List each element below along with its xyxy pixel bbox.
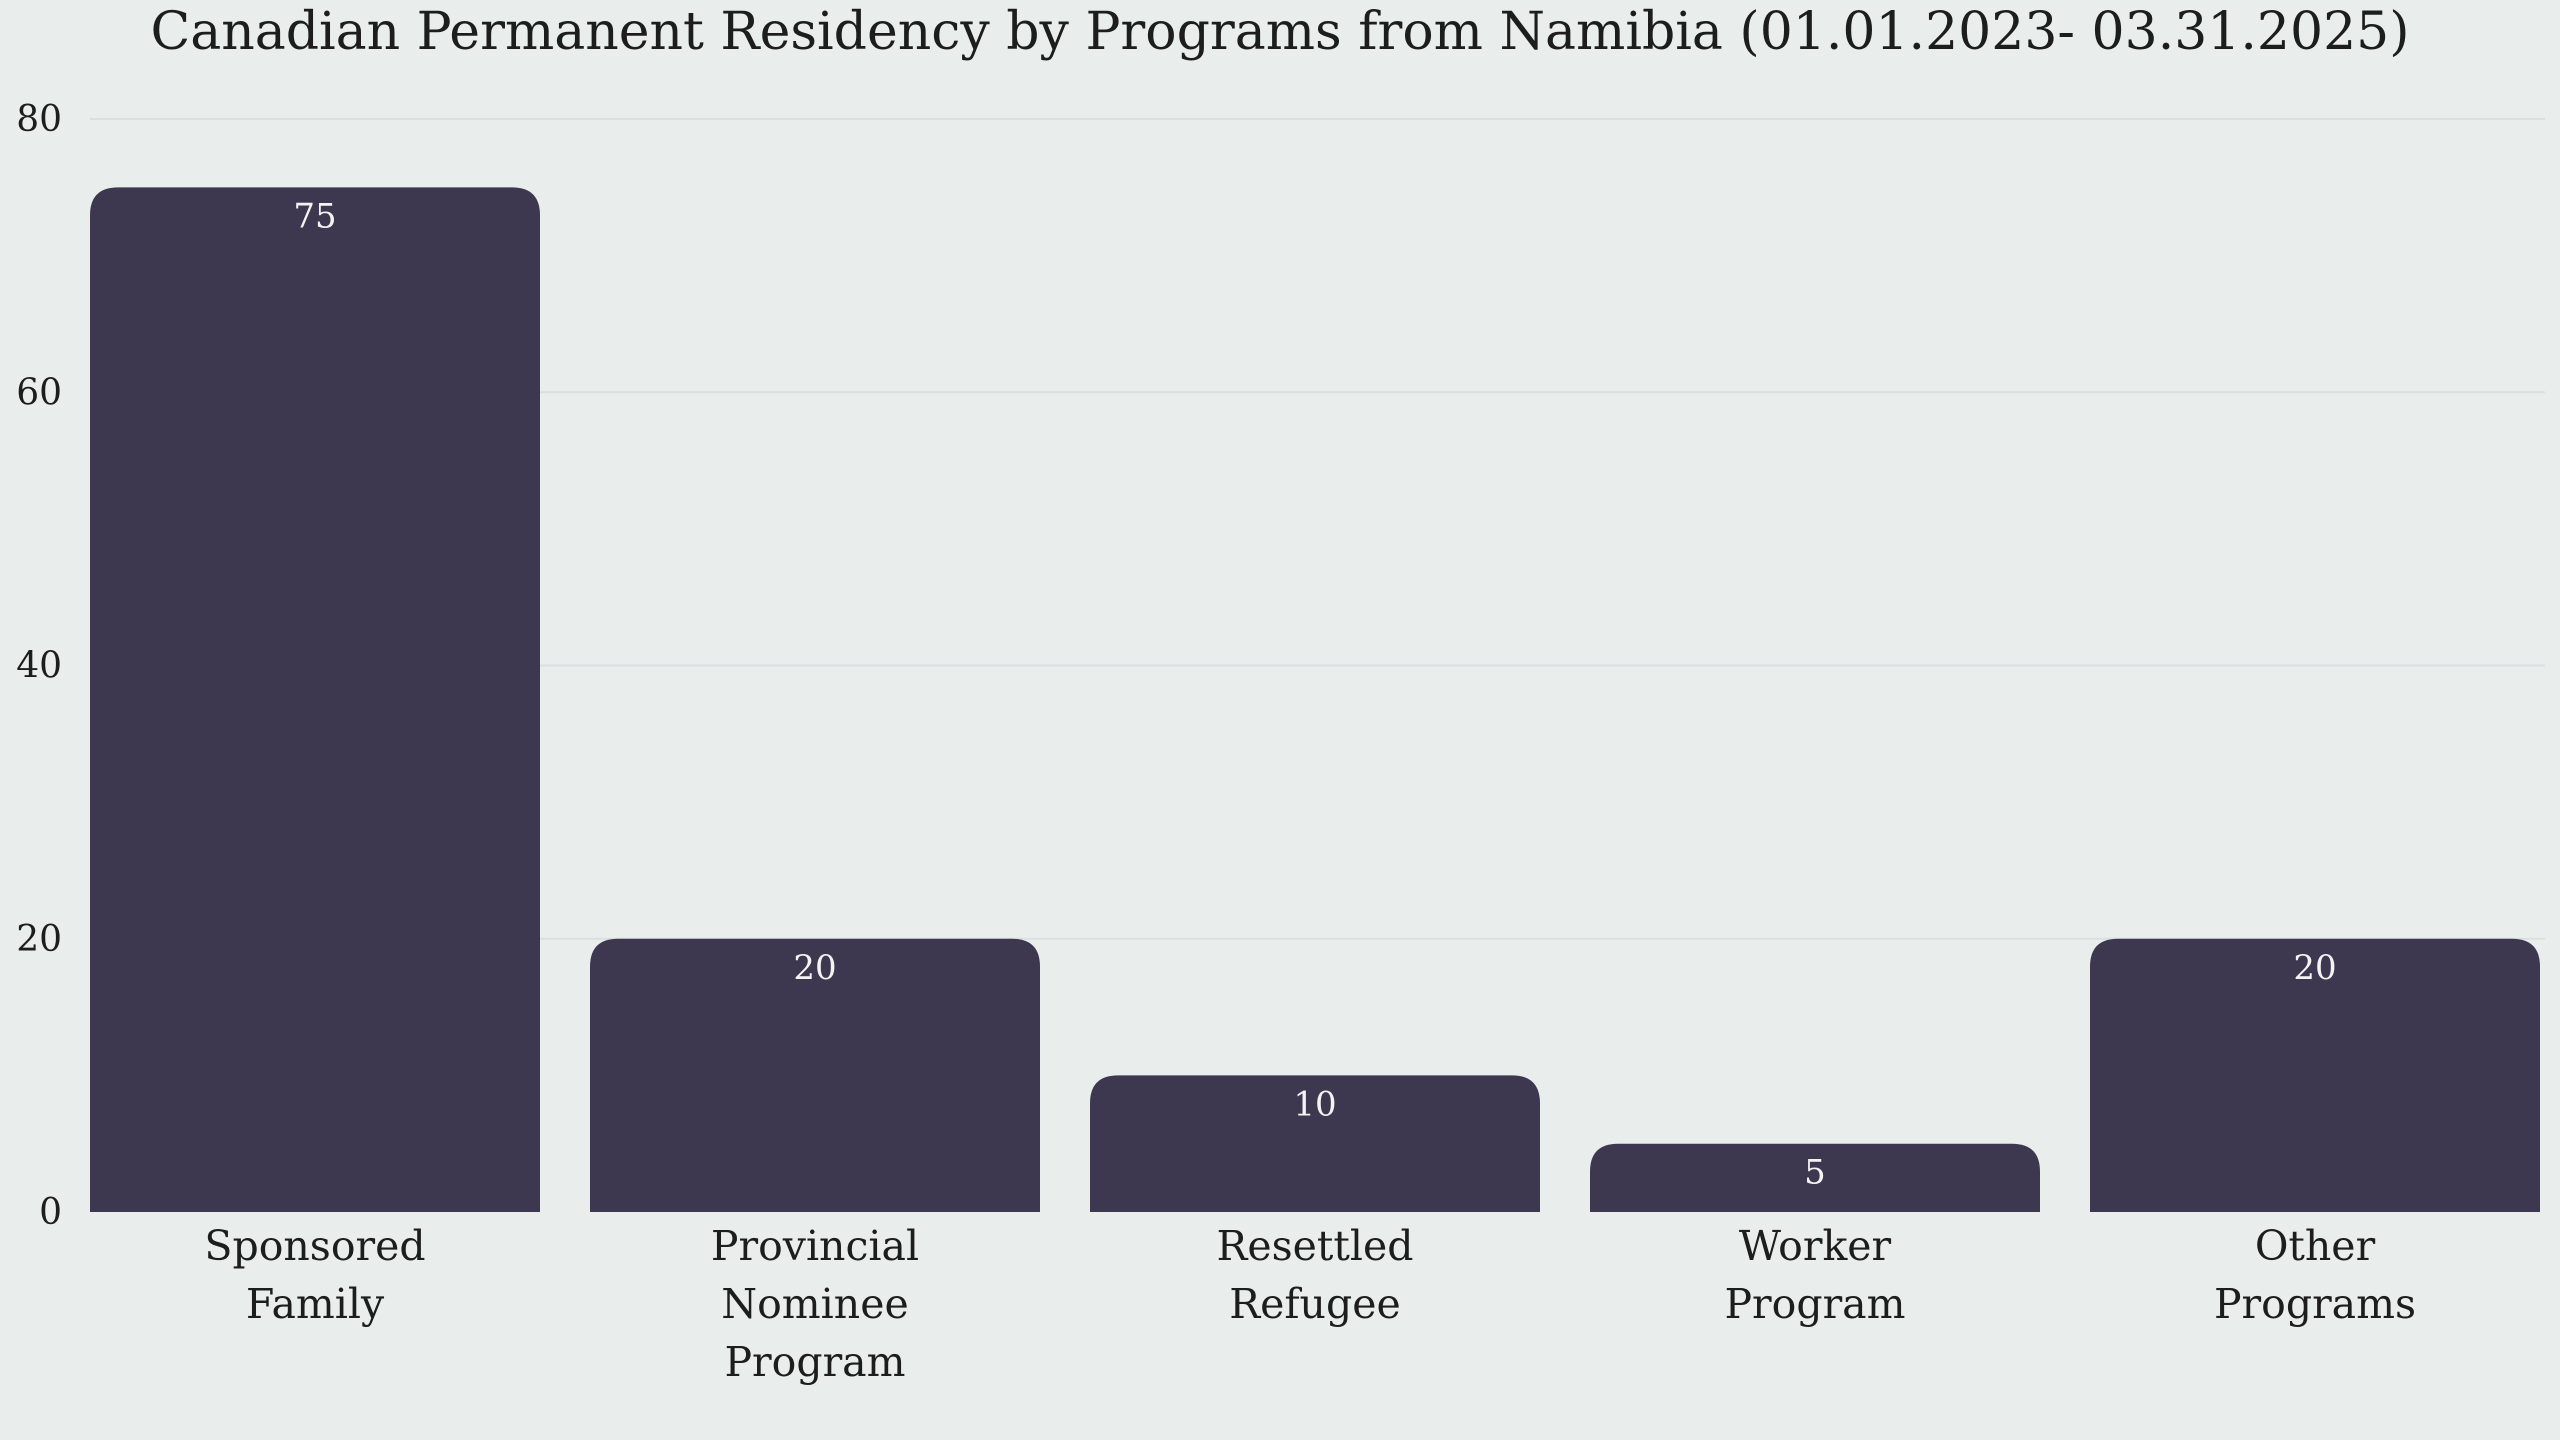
bar xyxy=(90,187,540,1212)
data-label: 5 xyxy=(1804,1153,1826,1193)
data-label: 10 xyxy=(1293,1084,1336,1124)
data-label: 20 xyxy=(793,948,836,988)
x-tick-label: Resettled Refugee xyxy=(1216,1222,1413,1328)
x-tick-label: Worker Program xyxy=(1724,1222,1905,1328)
data-label: 20 xyxy=(2293,948,2336,988)
y-tick-label: 80 xyxy=(16,99,62,140)
bar xyxy=(590,938,1040,1212)
y-tick-label: 0 xyxy=(39,1192,62,1233)
x-tick-label: Provincial Nominee Program xyxy=(711,1222,919,1386)
bar xyxy=(1090,1075,1540,1212)
y-tick-label: 20 xyxy=(16,919,62,960)
x-tick-label: Other Programs xyxy=(2214,1222,2416,1328)
data-label: 75 xyxy=(293,196,336,236)
bar xyxy=(2090,938,2540,1212)
y-tick-label: 40 xyxy=(16,646,62,687)
y-tick-label: 60 xyxy=(16,372,62,413)
x-tick-label: Sponsored Family xyxy=(204,1222,425,1328)
chart-title: Canadian Permanent Residency by Programs… xyxy=(150,2,2410,62)
bar xyxy=(1590,1143,2040,1212)
